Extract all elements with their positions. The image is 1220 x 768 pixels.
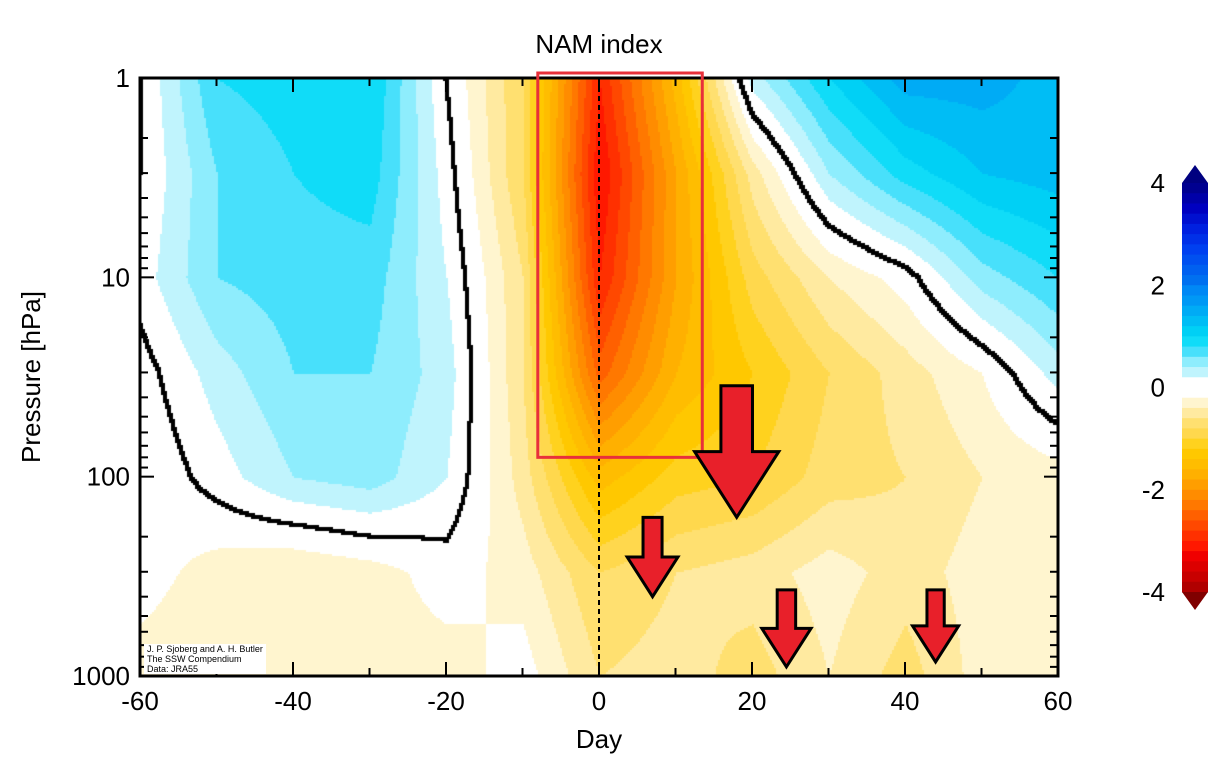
y-axis-label: Pressure [hPa] [16, 291, 46, 463]
colorbar-segment [1182, 469, 1208, 481]
down-arrow-icon [691, 384, 782, 521]
highlight-box [536, 71, 704, 459]
colorbar-segment [1182, 448, 1208, 460]
colorbar-segment [1182, 193, 1208, 204]
colorbar-segment [1182, 540, 1208, 552]
colorbar-segment [1182, 264, 1208, 276]
x-tick-label: 60 [1044, 686, 1073, 716]
x-tick-label: -40 [274, 686, 312, 716]
credit-authors: J. P. Sjoberg and A. H. Butler [147, 644, 263, 654]
colorbar-segment [1182, 223, 1208, 235]
y-tick-label: 10 [101, 262, 130, 292]
colorbar-segment [1182, 203, 1208, 215]
down-arrow-icon [909, 588, 962, 665]
colorbar-segment [1182, 530, 1208, 542]
colorbar-segment [1182, 336, 1208, 348]
x-tick-label: 40 [891, 686, 920, 716]
y-tick-label: 100 [87, 462, 130, 492]
colorbar-segment [1182, 551, 1208, 562]
y-tick-label: 1 [116, 63, 130, 93]
colorbar-segment [1182, 407, 1208, 419]
credit-source: The SSW Compendium [147, 654, 242, 664]
colorbar-extend-max [1182, 165, 1208, 183]
x-tick-label: -20 [427, 686, 465, 716]
colorbar-segment [1182, 387, 1208, 399]
colorbar-segment [1182, 418, 1208, 429]
colorbar-segment [1182, 244, 1208, 256]
colorbar-tick-label: 2 [1151, 270, 1165, 300]
credit-data: Data: JRA55 [147, 664, 199, 674]
colorbar-segment [1182, 397, 1208, 409]
colorbar-segment [1182, 234, 1208, 245]
colorbar-segment [1182, 520, 1208, 532]
colorbar-tick-label: 4 [1151, 168, 1165, 198]
y-tick-label: 1000 [72, 661, 130, 691]
colorbar-segment [1182, 499, 1208, 511]
colorbar-segment [1182, 305, 1208, 317]
colorbar-segment [1182, 213, 1208, 225]
colorbar-tick-label: -4 [1142, 577, 1165, 607]
colorbar-segment [1182, 377, 1208, 388]
colorbar-segment [1182, 356, 1208, 368]
colorbar-segment [1182, 510, 1208, 521]
colorbar-segment [1182, 571, 1208, 583]
x-axis-label: Day [576, 724, 622, 754]
colorbar-segment [1182, 367, 1208, 378]
colorbar-segment [1182, 326, 1208, 337]
credit-text: J. P. Sjoberg and A. H. Butler The SSW C… [144, 644, 266, 674]
colorbar-segment [1182, 315, 1208, 327]
down-arrow-icon [624, 515, 681, 600]
colorbar-tick-label: 0 [1151, 373, 1165, 403]
x-tick-label: 0 [592, 686, 606, 716]
x-tick-label: -60 [121, 686, 159, 716]
colorbar-segment [1182, 561, 1208, 573]
colorbar-segment [1182, 285, 1208, 296]
colorbar-segment [1182, 489, 1208, 501]
x-tick-label: 20 [738, 686, 767, 716]
colorbar-extend-min [1182, 592, 1208, 610]
colorbar-segment [1182, 459, 1208, 470]
colorbar-segment [1182, 428, 1208, 440]
colorbar-segment [1182, 581, 1208, 593]
down-arrow-icon [759, 588, 814, 670]
colorbar-segment [1182, 275, 1208, 286]
colorbar-tick-label: -2 [1142, 475, 1165, 505]
colorbar-segment [1182, 479, 1208, 491]
colorbar-segment [1182, 295, 1208, 307]
colorbar-segment [1182, 346, 1208, 358]
colorbar-segment [1182, 183, 1208, 194]
colorbar-segment [1182, 254, 1208, 266]
chart-title: NAM index [535, 29, 662, 59]
colorbar-segment [1182, 438, 1208, 450]
